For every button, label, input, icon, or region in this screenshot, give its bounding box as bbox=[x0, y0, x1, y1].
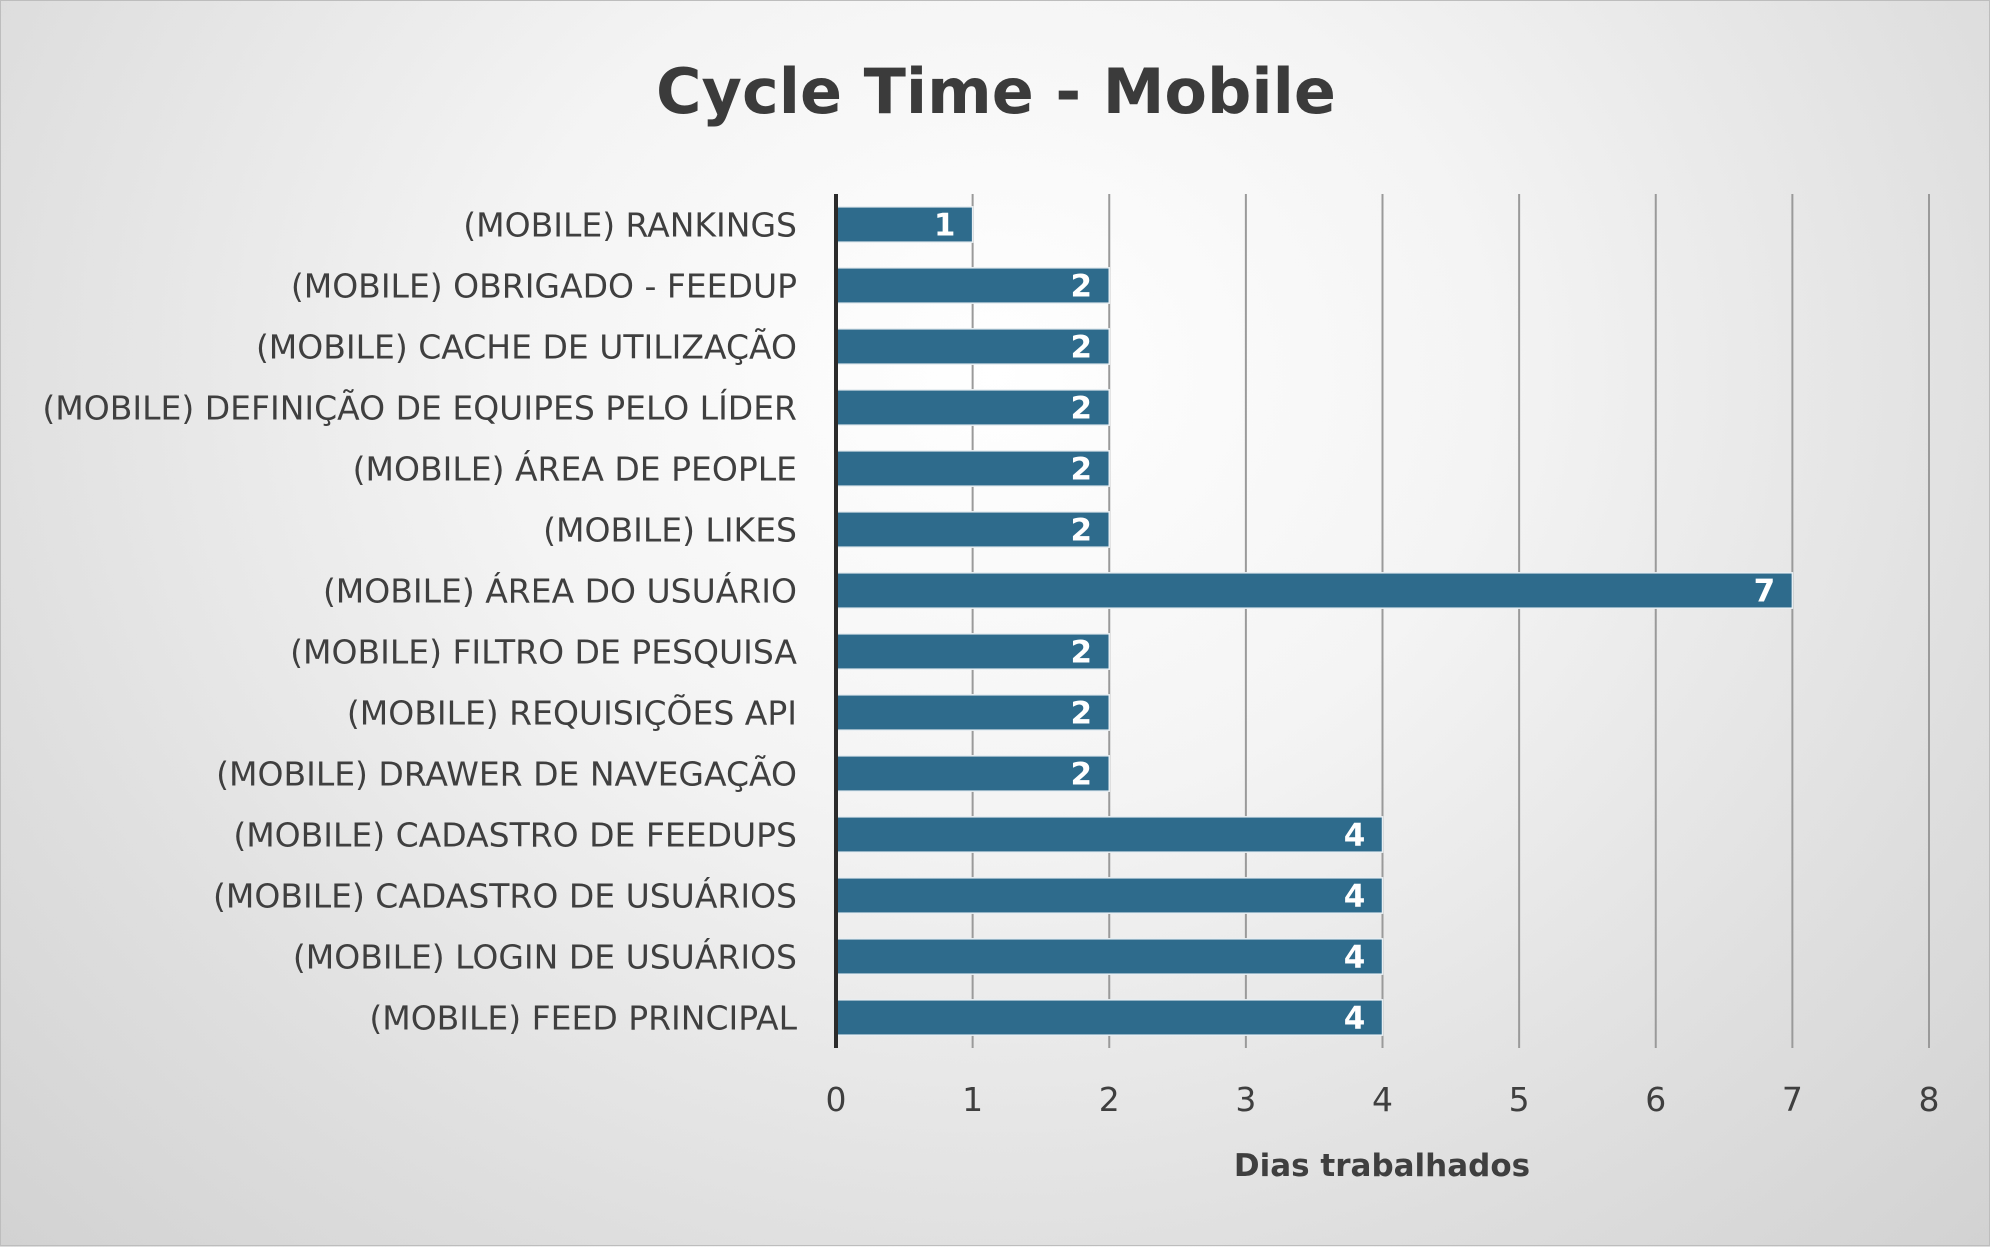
bar bbox=[835, 389, 1110, 426]
data-label: 2 bbox=[1070, 696, 1092, 732]
category-label: (MOBILE) CADASTRO DE USUÁRIOS bbox=[213, 876, 797, 916]
x-tick-label: 7 bbox=[1782, 1080, 1803, 1119]
data-label: 4 bbox=[1344, 1001, 1366, 1037]
data-label: 2 bbox=[1070, 635, 1092, 671]
x-tick-label: 4 bbox=[1372, 1080, 1393, 1119]
category-labels: (MOBILE) RANKINGS (MOBILE) OBRIGADO - FEE… bbox=[42, 206, 797, 1038]
x-tick-label: 2 bbox=[1099, 1080, 1120, 1119]
bar bbox=[835, 938, 1384, 975]
bar bbox=[835, 633, 1110, 670]
data-label: 2 bbox=[1070, 452, 1092, 488]
category-label: (MOBILE) DRAWER DE NAVEGAÇÃO bbox=[216, 755, 797, 794]
x-axis-title: Dias trabalhados bbox=[1234, 1148, 1530, 1184]
category-label: (MOBILE) REQUISIÇÕES API bbox=[347, 693, 797, 733]
data-label: 4 bbox=[1344, 879, 1366, 915]
data-label: 2 bbox=[1070, 757, 1092, 793]
category-label: (MOBILE) CADASTRO DE FEEDUPS bbox=[233, 816, 797, 855]
bars bbox=[835, 206, 1794, 1036]
category-label: (MOBILE) LIKES bbox=[543, 511, 797, 550]
x-tick-label: 0 bbox=[826, 1080, 847, 1119]
x-tick-label: 8 bbox=[1919, 1080, 1940, 1119]
category-label: (MOBILE) OBRIGADO - FEEDUP bbox=[291, 267, 797, 306]
data-labels: 1 2 2 2 2 2 7 2 2 2 4 4 4 4 bbox=[934, 208, 1775, 1037]
gridlines bbox=[971, 194, 1930, 1048]
bar bbox=[835, 999, 1384, 1036]
data-label: 7 bbox=[1754, 574, 1776, 610]
category-label: (MOBILE) FEED PRINCIPAL bbox=[369, 999, 797, 1038]
bar bbox=[835, 511, 1110, 548]
bar bbox=[835, 572, 1794, 609]
x-tick-label: 6 bbox=[1645, 1080, 1666, 1119]
data-label: 2 bbox=[1070, 330, 1092, 366]
data-label: 4 bbox=[1344, 940, 1366, 976]
data-label: 1 bbox=[934, 208, 956, 244]
data-label: 2 bbox=[1070, 391, 1092, 427]
x-tick-label: 5 bbox=[1509, 1080, 1530, 1119]
category-label: (MOBILE) DEFINIÇÃO DE EQUIPES PELO LÍDER bbox=[42, 388, 797, 428]
bar bbox=[835, 450, 1110, 487]
category-label: (MOBILE) ÁREA DE PEOPLE bbox=[353, 449, 797, 489]
bar bbox=[835, 755, 1110, 792]
category-label: (MOBILE) RANKINGS bbox=[463, 206, 797, 245]
x-tick-label: 3 bbox=[1235, 1080, 1256, 1119]
chart-title: Cycle Time - Mobile bbox=[656, 55, 1336, 128]
bar bbox=[835, 694, 1110, 731]
bar bbox=[835, 328, 1110, 365]
data-label: 4 bbox=[1344, 818, 1366, 854]
bar bbox=[835, 816, 1384, 853]
category-label: (MOBILE) LOGIN DE USUÁRIOS bbox=[293, 937, 797, 977]
category-label: (MOBILE) CACHE DE UTILIZAÇÃO bbox=[256, 328, 797, 367]
category-label: (MOBILE) ÁREA DO USUÁRIO bbox=[323, 571, 797, 611]
data-label: 2 bbox=[1070, 269, 1092, 305]
x-tick-labels: 0 1 2 3 4 5 6 7 8 bbox=[826, 1080, 1940, 1119]
bar bbox=[835, 877, 1384, 914]
bar bbox=[835, 267, 1110, 304]
category-label: (MOBILE) FILTRO DE PESQUISA bbox=[290, 633, 797, 672]
x-tick-label: 1 bbox=[962, 1080, 983, 1119]
data-label: 2 bbox=[1070, 513, 1092, 549]
